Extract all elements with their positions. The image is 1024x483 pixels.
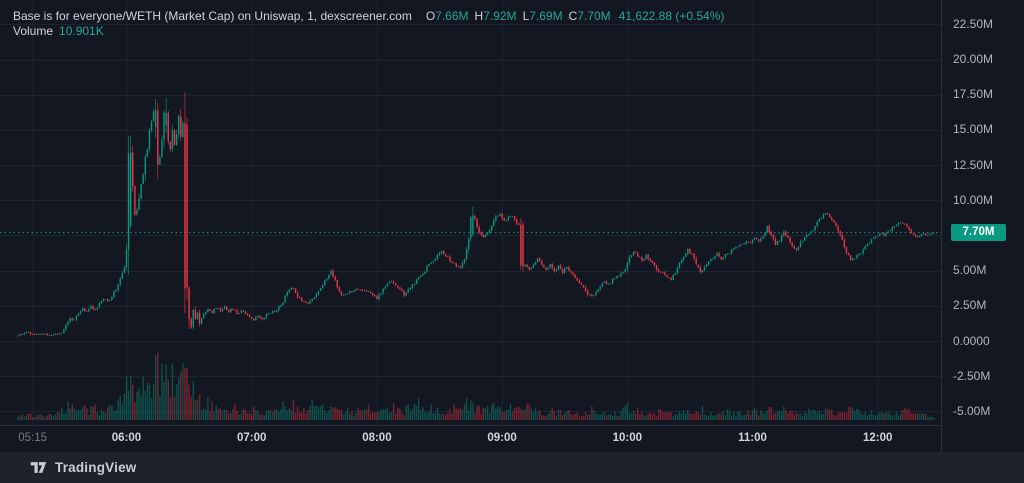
time-tick-label: 10:00 [612,432,643,444]
time-tick-label: 11:00 [738,432,767,444]
change-value: 41,622.88 (+0.54%) [618,9,725,23]
ohlc-value: 7.92M [483,9,517,23]
footer-bar: TradingView [0,452,1024,483]
price-chart-canvas[interactable] [0,0,941,426]
legend-row-volume: Volume 10.901K [13,24,724,39]
price-tick-label: -5.00M [953,403,991,418]
time-tick-label: 07:00 [236,432,267,444]
price-tick-label: 15.00M [953,122,994,137]
time-tick-label: 12:00 [863,432,893,444]
price-tick-label: 5.00M [953,263,987,278]
ohlc-values: O7.66M H7.92M L7.69M C7.70M [420,9,611,23]
time-tick-label: 05:15 [18,432,47,444]
ohlc-letter: L [522,9,530,23]
tradingview-wordmark[interactable]: TradingView [55,460,137,475]
ohlc-value: 7.70M [577,9,611,23]
ohlc-value: 7.69M [529,9,563,23]
price-tick-label: 12.50M [953,157,994,172]
price-tick-label: 17.50M [953,87,994,102]
price-axis[interactable]: 7.70M 22.50M 20.00M 17.50M 15.00M 12.50M 10.0… [941,0,1024,452]
symbol-title[interactable]: Base is for everyone/WETH (Market Cap) o… [13,9,412,23]
last-price-badge: 7.70M [951,224,1006,242]
ohlc-letter: O [425,9,436,23]
chart-legend: Base is for everyone/WETH (Market Cap) o… [13,9,724,39]
volume-label: Volume [13,24,54,38]
time-tick-label: 08:00 [362,432,392,444]
price-tick-label: -2.50M [953,368,991,383]
price-tick-label: 20.00M [953,52,994,67]
time-axis[interactable]: 05:15 06:00 07:00 08:00 09:00 10:00 11:00 12:00 [0,425,1024,453]
ohlc-letter: C [568,9,578,23]
legend-row-symbol: Base is for everyone/WETH (Market Cap) o… [13,9,724,24]
tradingview-logo-icon[interactable] [30,460,47,475]
volume-value: 10.901K [59,24,104,38]
price-tick-label: 2.50M [953,298,987,313]
price-tick-label: 10.00M [953,192,994,207]
price-tick-label: 0.0000 [953,333,990,348]
price-tick-label: 22.50M [953,16,994,31]
time-tick-label: 09:00 [487,432,517,444]
time-tick-label: 06:00 [111,432,142,444]
ohlc-letter: H [474,9,484,23]
ohlc-value: 7.66M [435,9,469,23]
